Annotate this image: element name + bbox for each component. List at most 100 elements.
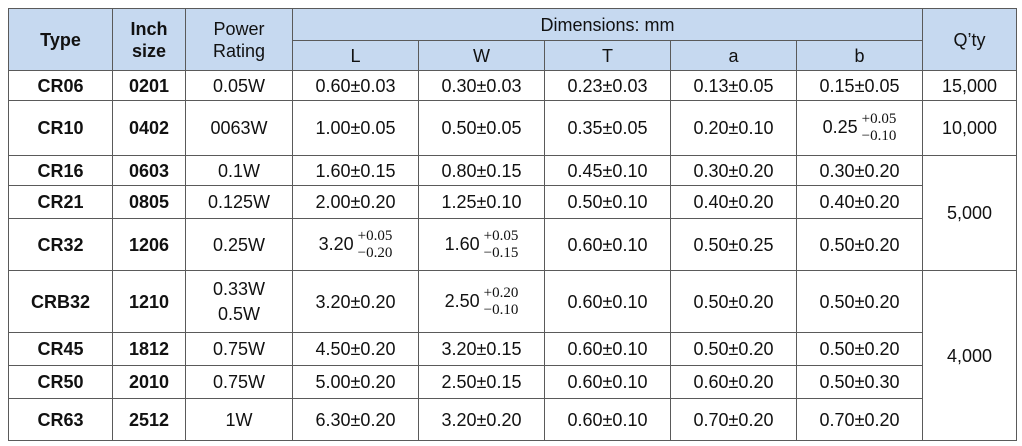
header-cell: T: [544, 40, 671, 71]
cell: CR10: [8, 100, 113, 156]
cell: CR63: [8, 398, 113, 441]
table-row: CR06 0201 0.05W 0.60±0.03 0.30±0.03 0.23±0.03…: [8, 70, 1018, 101]
cell-line: 0.5W: [217, 303, 260, 324]
cell: 0.50±0.25: [670, 218, 797, 271]
cell: 0.70±0.20: [670, 398, 797, 441]
cell: 0.15±0.05: [795, 70, 924, 101]
cell: 0.50±0.20: [795, 332, 924, 366]
header-cell: Power Rating: [185, 8, 293, 71]
table-row: CR21 0805 0.125W 2.00±0.20 1.25±0.10 0.50±0.1…: [8, 185, 1017, 219]
nominal: 1.60: [444, 233, 480, 254]
qty-cell: 10,000: [922, 100, 1018, 156]
cell: 0.40±0.20: [795, 185, 924, 219]
cell: 1.25±0.10: [418, 185, 545, 219]
tolerance-plus: +0.20: [483, 284, 519, 301]
cell: 3.20 +0.05 −0.20: [292, 218, 419, 271]
cell: 0.35±0.05: [544, 100, 671, 156]
cell: 2.50±0.15: [418, 365, 545, 399]
cell: 2010: [112, 365, 186, 399]
cell: 0805: [112, 185, 186, 219]
cell: 1.00±0.05: [292, 100, 419, 156]
cell: 0.60±0.10: [544, 218, 671, 271]
cell: 0.75W: [185, 332, 293, 366]
nominal: 2.50: [444, 290, 480, 311]
cell: 0.30±0.20: [795, 155, 924, 186]
cell: 0.50±0.05: [418, 100, 545, 156]
tolerance-minus: −0.15: [483, 244, 519, 261]
cell: 0402: [112, 100, 186, 156]
cell: 0.50±0.30: [795, 365, 924, 399]
cell: 0.40±0.20: [670, 185, 797, 219]
cell: 2.00±0.20: [292, 185, 419, 219]
table-row: CR16 0603 0.1W 1.60±0.15 0.80±0.15 0.45±0.10 0…: [8, 155, 1018, 271]
cell: 1W: [185, 398, 293, 441]
cell: 0.50±0.20: [670, 270, 797, 333]
tolerance-plus: +0.05: [357, 227, 393, 244]
cell: 0.05W: [185, 70, 293, 101]
resistor-table: Type Inch size Power Rating Dimensions: …: [8, 8, 1018, 441]
header-cell: L: [292, 40, 419, 71]
tolerance: +0.05 −0.15: [484, 228, 519, 262]
tolerance-plus: +0.05: [483, 227, 519, 244]
cell: 6.30±0.20: [292, 398, 419, 441]
header-cell: Q’ty: [922, 8, 1018, 71]
tolerance-minus: −0.10: [483, 301, 519, 318]
cell: CR50: [8, 365, 113, 399]
cell: 0.13±0.05: [670, 70, 797, 101]
cell: 0.25 +0.05 −0.10: [795, 100, 924, 156]
cell: 1210: [112, 270, 186, 333]
header-cell: Inch size: [112, 8, 186, 71]
cell: 0.20±0.10: [670, 100, 797, 156]
cell: CR32: [8, 218, 113, 271]
cell: CR21: [8, 185, 113, 219]
header-cell: b: [795, 40, 924, 71]
nominal: 3.20: [318, 233, 354, 254]
header-cell: Dimensions: mm: [291, 8, 924, 41]
cell: 5.00±0.20: [292, 365, 419, 399]
table-row: CR63 2512 1W 6.30±0.20 3.20±0.20 0.60±0.10 0.7…: [8, 398, 1017, 441]
cell: 0.75W: [185, 365, 293, 399]
tolerance: +0.20 −0.10: [484, 285, 519, 319]
cell: 0.60±0.03: [292, 70, 419, 101]
cell: 0201: [112, 70, 186, 101]
cell: 0.60±0.10: [544, 398, 671, 441]
cell: 0.60±0.10: [544, 332, 671, 366]
cell: CRB32: [8, 270, 113, 333]
cell: 0.80±0.15: [418, 155, 545, 186]
table-row: CRB32 1210 0.33W 0.5W 3.20±0.20 2.50 +0.20 −0.1…: [8, 270, 1018, 441]
table-row: CR50 2010 0.75W 5.00±0.20 2.50±0.15 0.60±0.10…: [8, 365, 1017, 399]
cell: 0.33W 0.5W: [185, 270, 293, 333]
cell: 0.45±0.10: [544, 155, 671, 186]
cell: CR45: [8, 332, 113, 366]
cell: 0.60±0.20: [670, 365, 797, 399]
cell: 0.23±0.03: [544, 70, 671, 101]
cell: 0.50±0.10: [544, 185, 671, 219]
cell: 0603: [112, 155, 186, 186]
cell: 3.20±0.20: [292, 270, 419, 333]
table-row: CR45 1812 0.75W 4.50±0.20 3.20±0.15 0.60±0.10…: [8, 332, 1017, 366]
header-cell: a: [670, 40, 797, 71]
header-cell: W: [418, 40, 545, 71]
nominal: 0.25: [822, 116, 858, 137]
tolerance: +0.05 −0.20: [358, 228, 393, 262]
qty-cell: 15,000: [922, 70, 1018, 101]
table-row: CR10 0402 0063W 1.00±0.05 0.50±0.05 0.35±0.05…: [8, 100, 1018, 156]
cell: 4.50±0.20: [292, 332, 419, 366]
cell: 0.25W: [185, 218, 293, 271]
cell: 1812: [112, 332, 186, 366]
cell: 0.1W: [185, 155, 293, 186]
cell: 0.30±0.03: [418, 70, 545, 101]
cell: 0.70±0.20: [795, 398, 924, 441]
cell: CR16: [8, 155, 113, 186]
qty-cell: 4,000: [922, 270, 1018, 441]
cell: 0.50±0.20: [795, 218, 924, 271]
cell: 1.60 +0.05 −0.15: [418, 218, 545, 271]
cell: 2512: [112, 398, 186, 441]
cell: 0.60±0.10: [544, 270, 671, 333]
cell: 0.50±0.20: [670, 332, 797, 366]
cell-line: 0.33W: [212, 278, 266, 299]
cell: 2.50 +0.20 −0.10: [418, 270, 545, 333]
cell: 0.125W: [185, 185, 293, 219]
cell: 3.20±0.20: [418, 398, 545, 441]
